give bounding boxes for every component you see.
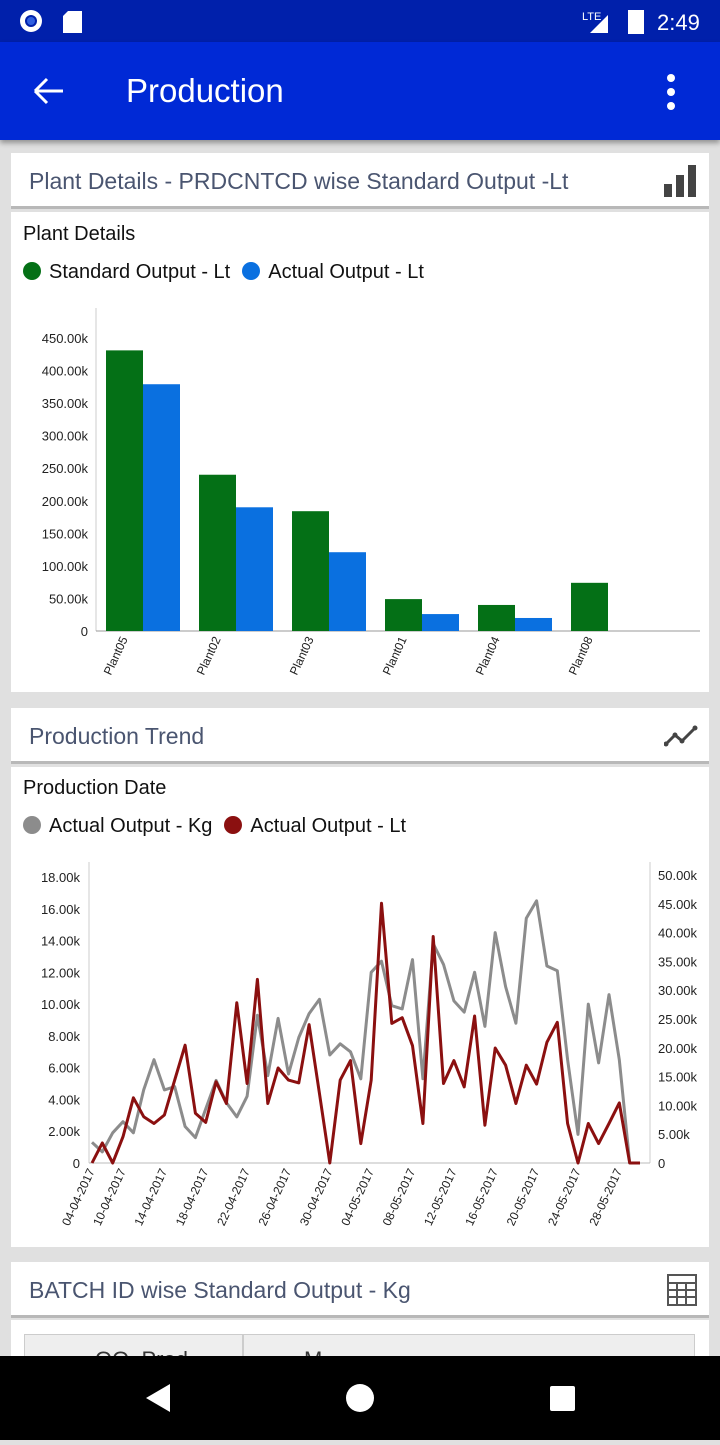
x-tick-label: 12-05-2017 (421, 1166, 460, 1228)
right-tick-label: 10.00k (658, 1098, 698, 1113)
table-icon[interactable] (667, 1274, 697, 1306)
clock: 2:49 (657, 10, 700, 35)
app-notification-icon (20, 10, 42, 32)
app-bar: Production (0, 42, 720, 140)
x-tick-label: 16-05-2017 (462, 1166, 501, 1228)
line-chart: 0 2.00k 4.00k 6.00k 8.00k 10.00k 12.00k 14.00k 1… (41, 862, 698, 1228)
x-tick-label: 18-04-2017 (173, 1166, 212, 1228)
left-tick-label: 12.00k (41, 965, 81, 980)
y-tick-label: 50.00k (49, 591, 89, 606)
bar (385, 599, 422, 631)
batch-id-card-header: BATCH ID wise Standard Output - Kg (11, 1262, 709, 1318)
x-tick-label: 14-04-2017 (131, 1166, 170, 1228)
right-tick-label: 45.00k (658, 897, 698, 912)
card-title: Production Trend (29, 723, 205, 749)
left-tick-label: 18.00k (41, 870, 81, 885)
home-nav-icon[interactable] (346, 1384, 374, 1412)
left-tick-label: 8.00k (48, 1029, 80, 1044)
bar (515, 617, 552, 631)
back-nav-icon[interactable] (146, 1384, 170, 1412)
network-type: LTE (582, 11, 601, 23)
bar (329, 552, 366, 631)
left-tick-label: 10.00k (41, 997, 81, 1012)
right-tick-label: 0 (658, 1156, 665, 1171)
x-tick-label: 20-05-2017 (504, 1166, 543, 1228)
back-arrow-icon[interactable] (32, 76, 66, 106)
chart-title: Plant Details (23, 223, 136, 245)
bar (422, 614, 459, 631)
x-tick-label: 08-05-2017 (380, 1166, 419, 1228)
line-chart-icon[interactable] (664, 724, 698, 748)
legend-item[interactable]: Actual Output - Lt (242, 261, 424, 284)
x-tick-label: 24-05-2017 (545, 1166, 584, 1228)
chart-legend: Standard Output - Lt Actual Output - Lt (23, 261, 424, 284)
legend-item[interactable]: Actual Output - Lt (224, 815, 406, 838)
bar-chart: 0 50.00k 100.00k 150.00k 200.00k 250.00k 300.0… (42, 308, 700, 677)
bar (292, 511, 329, 631)
left-tick-label: 16.00k (41, 902, 81, 917)
chart-legend: Actual Output - Kg Actual Output - Lt (23, 815, 406, 838)
left-tick-label: 14.00k (41, 934, 81, 949)
right-tick-label: 25.00k (658, 1012, 698, 1027)
series-line (90, 899, 640, 1165)
legend-dot-icon (23, 262, 41, 280)
x-tick-label: 04-05-2017 (338, 1166, 377, 1228)
bar (236, 507, 273, 631)
series-line (90, 901, 640, 1165)
right-tick-label: 50.00k (658, 868, 698, 883)
card-title: BATCH ID wise Standard Output - Kg (29, 1277, 411, 1303)
right-tick-label: 30.00k (658, 983, 698, 998)
right-tick-label: 20.00k (658, 1041, 698, 1056)
navigation-bar (0, 1356, 720, 1440)
y-tick-label: 200.00k (42, 494, 89, 509)
production-trend-chart-card: Production Date Actual Output - Kg Actua… (11, 767, 709, 1247)
bar (106, 350, 143, 631)
right-tick-label: 35.00k (658, 954, 698, 969)
y-tick-label: 450.00k (42, 331, 89, 346)
signal-icon (590, 15, 608, 33)
legend-dot-icon (242, 262, 261, 280)
legend-dot-icon (224, 816, 243, 834)
sd-card-icon (63, 11, 82, 33)
y-tick-label: 250.00k (42, 461, 89, 476)
y-tick-label: 150.00k (42, 526, 89, 541)
page-title: Production (126, 72, 284, 109)
right-tick-label: 5.00k (658, 1127, 690, 1142)
y-tick-label: 0 (81, 624, 88, 639)
x-tick-label: 30-04-2017 (297, 1166, 336, 1228)
recents-nav-icon[interactable] (550, 1386, 575, 1411)
plant-details-card-header: Plant Details - PRDCNTCD wise Standard O… (11, 153, 709, 209)
x-tick-label: 22-04-2017 (214, 1166, 253, 1228)
batch-id-table: OO_Prod M (11, 1320, 709, 1360)
status-bar: LTE 2:49 (0, 0, 720, 42)
bar (199, 474, 236, 631)
y-tick-label: 300.00k (42, 429, 89, 444)
left-tick-label: 2.00k (48, 1124, 80, 1139)
legend-dot-icon (23, 816, 41, 834)
right-tick-label: 40.00k (658, 926, 698, 941)
legend-item[interactable]: Actual Output - Kg (23, 815, 212, 838)
table-header-cell[interactable]: OO_Prod (24, 1334, 243, 1360)
battery-icon (628, 10, 644, 34)
legend-item[interactable]: Standard Output - Lt (23, 261, 230, 284)
bar-chart-icon[interactable] (664, 165, 698, 199)
y-tick-label: 100.00k (42, 559, 89, 574)
status-icons: LTE 2:49 (20, 10, 700, 35)
bar (571, 582, 608, 631)
chart-title: Production Date (23, 777, 167, 799)
y-tick-label: 350.00k (42, 396, 89, 411)
left-tick-label: 0 (73, 1156, 80, 1171)
bar (478, 604, 515, 631)
right-tick-label: 15.00k (658, 1070, 698, 1085)
left-tick-label: 4.00k (48, 1092, 80, 1107)
x-tick-label: 26-04-2017 (256, 1166, 295, 1228)
x-tick-label: 28-05-2017 (586, 1166, 625, 1228)
production-trend-card-header: Production Trend (11, 708, 709, 764)
left-tick-label: 6.00k (48, 1061, 80, 1076)
plant-details-chart-card: Plant Details Standard Output - Lt Actua… (11, 212, 709, 692)
more-options-icon[interactable] (662, 72, 680, 112)
card-title: Plant Details - PRDCNTCD wise Standard O… (29, 168, 569, 194)
y-tick-label: 400.00k (42, 364, 89, 379)
bar (143, 384, 180, 631)
